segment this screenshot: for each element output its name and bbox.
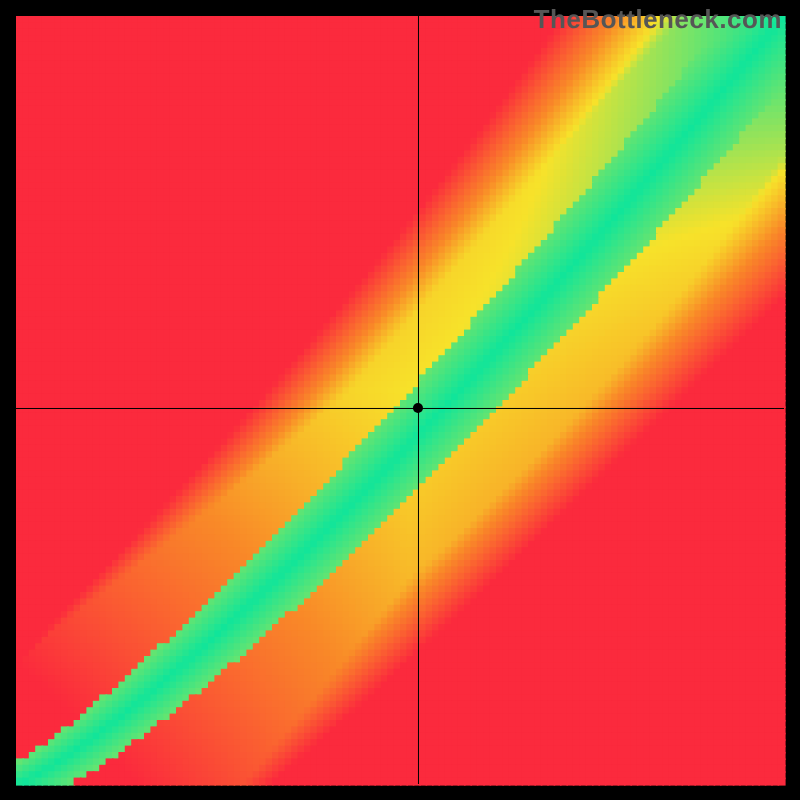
watermark-text: TheBottleneck.com <box>534 4 782 35</box>
chart-frame: TheBottleneck.com <box>0 0 800 800</box>
heatmap-canvas <box>0 0 800 800</box>
